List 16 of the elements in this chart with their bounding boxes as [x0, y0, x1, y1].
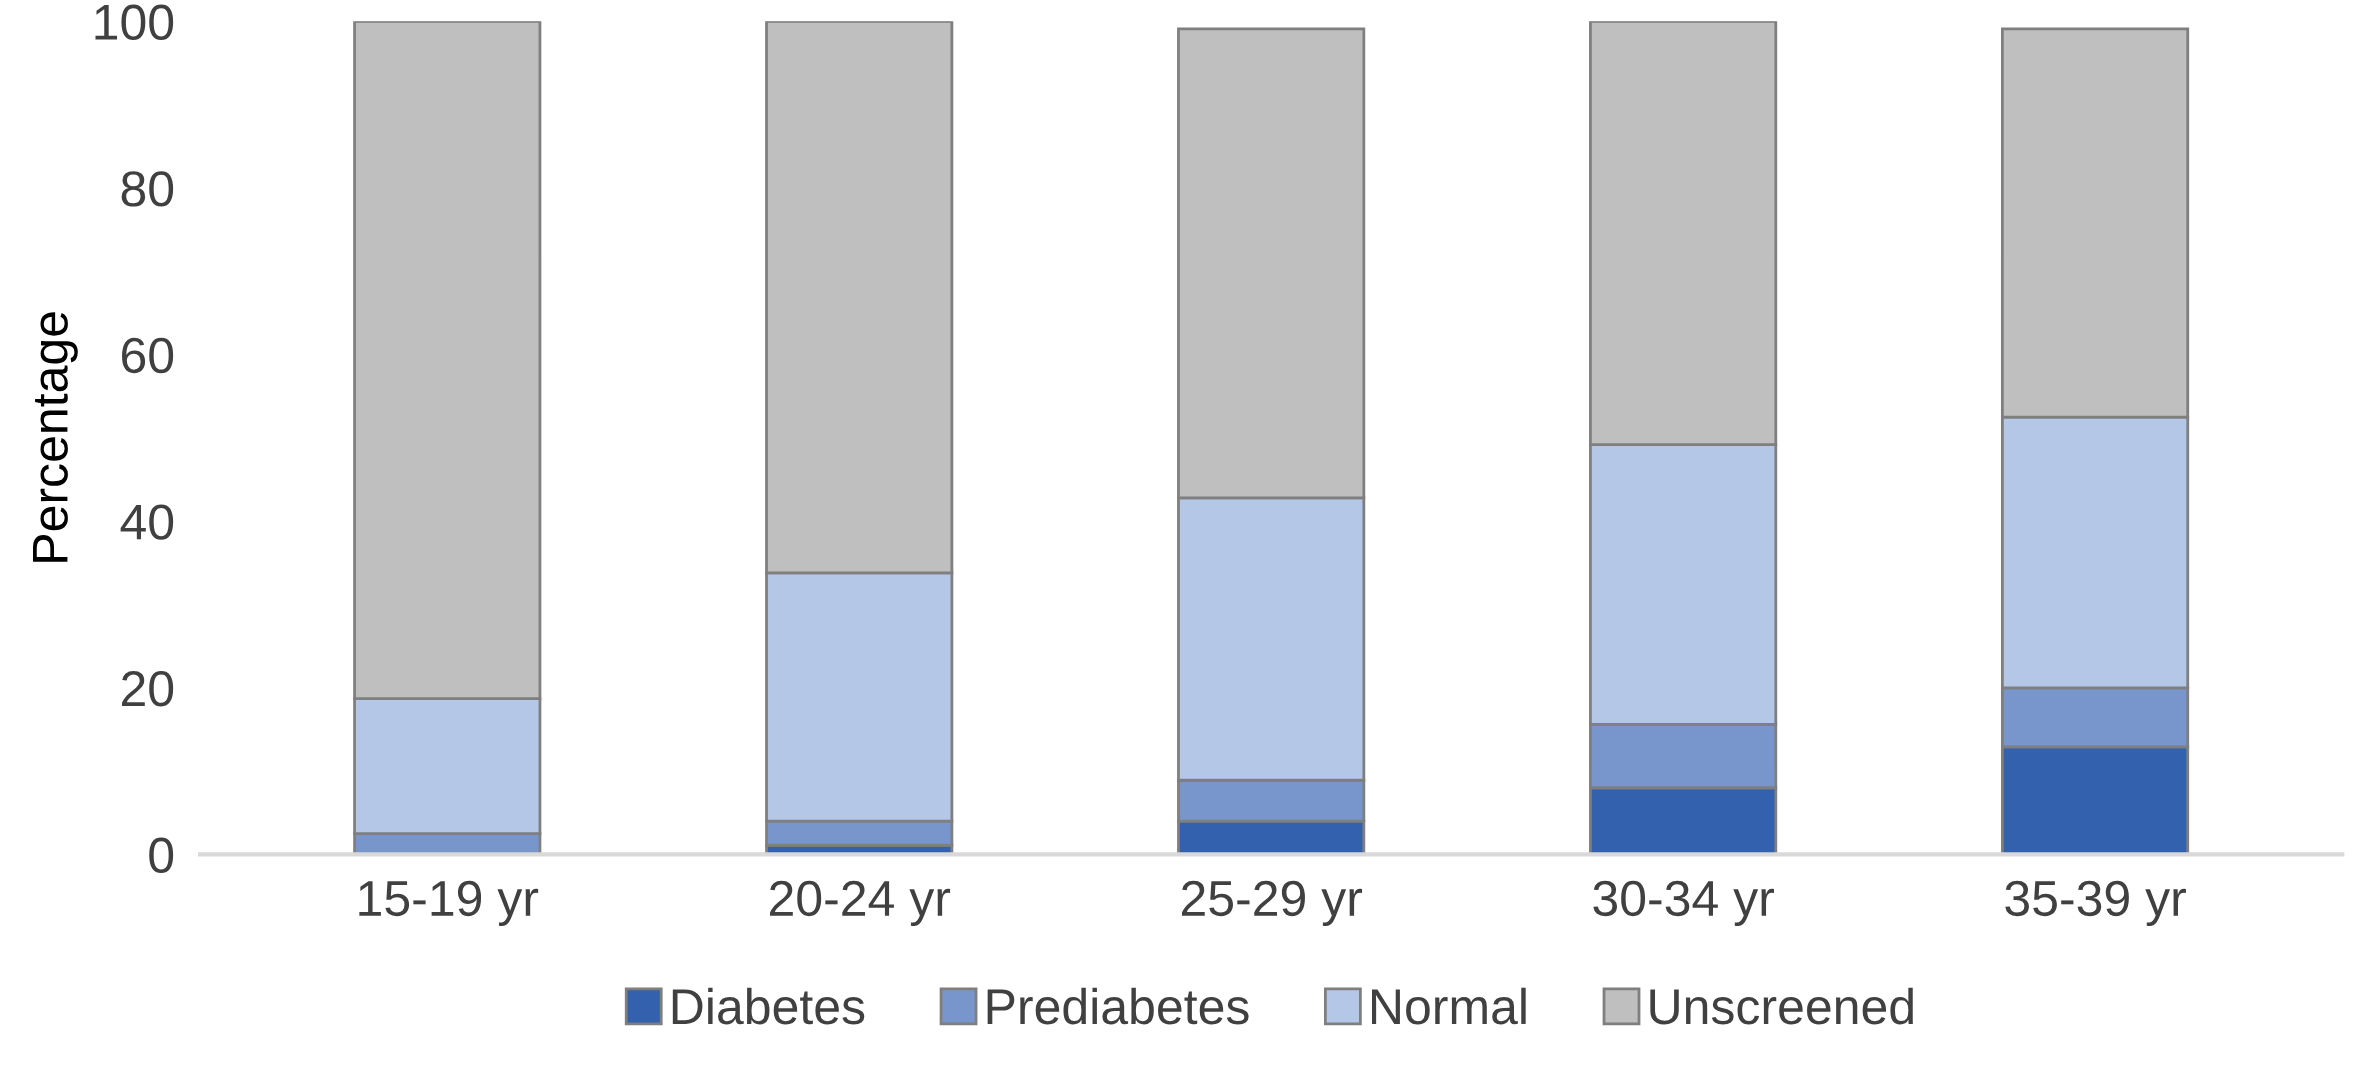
- x-tick-label: 30-34 yr: [1593, 880, 1774, 927]
- y-tick-label: 100: [95, 4, 174, 40]
- y-tick-label: 40: [120, 504, 174, 540]
- x-tick-label: 25-29 yr: [1181, 880, 1363, 927]
- y-axis-title: Percentage: [33, 312, 78, 562]
- y-tick-label: 80: [121, 171, 174, 207]
- legend-label: Normal: [1371, 987, 1526, 1025]
- y-tick-label: 60: [122, 337, 174, 374]
- y-tick-label: 0: [149, 837, 174, 874]
- legend-label: Diabetes: [672, 987, 865, 1025]
- legend-label: Unscreened: [1650, 987, 1913, 1025]
- legend-label: Prediabetes: [987, 987, 1249, 1025]
- y-tick-label: 20: [122, 671, 174, 707]
- x-tick-label: 20-24 yr: [770, 880, 951, 927]
- x-tick-label: 35-39 yr: [2005, 880, 2186, 927]
- x-tick-label: 15-19 yr: [359, 880, 539, 927]
